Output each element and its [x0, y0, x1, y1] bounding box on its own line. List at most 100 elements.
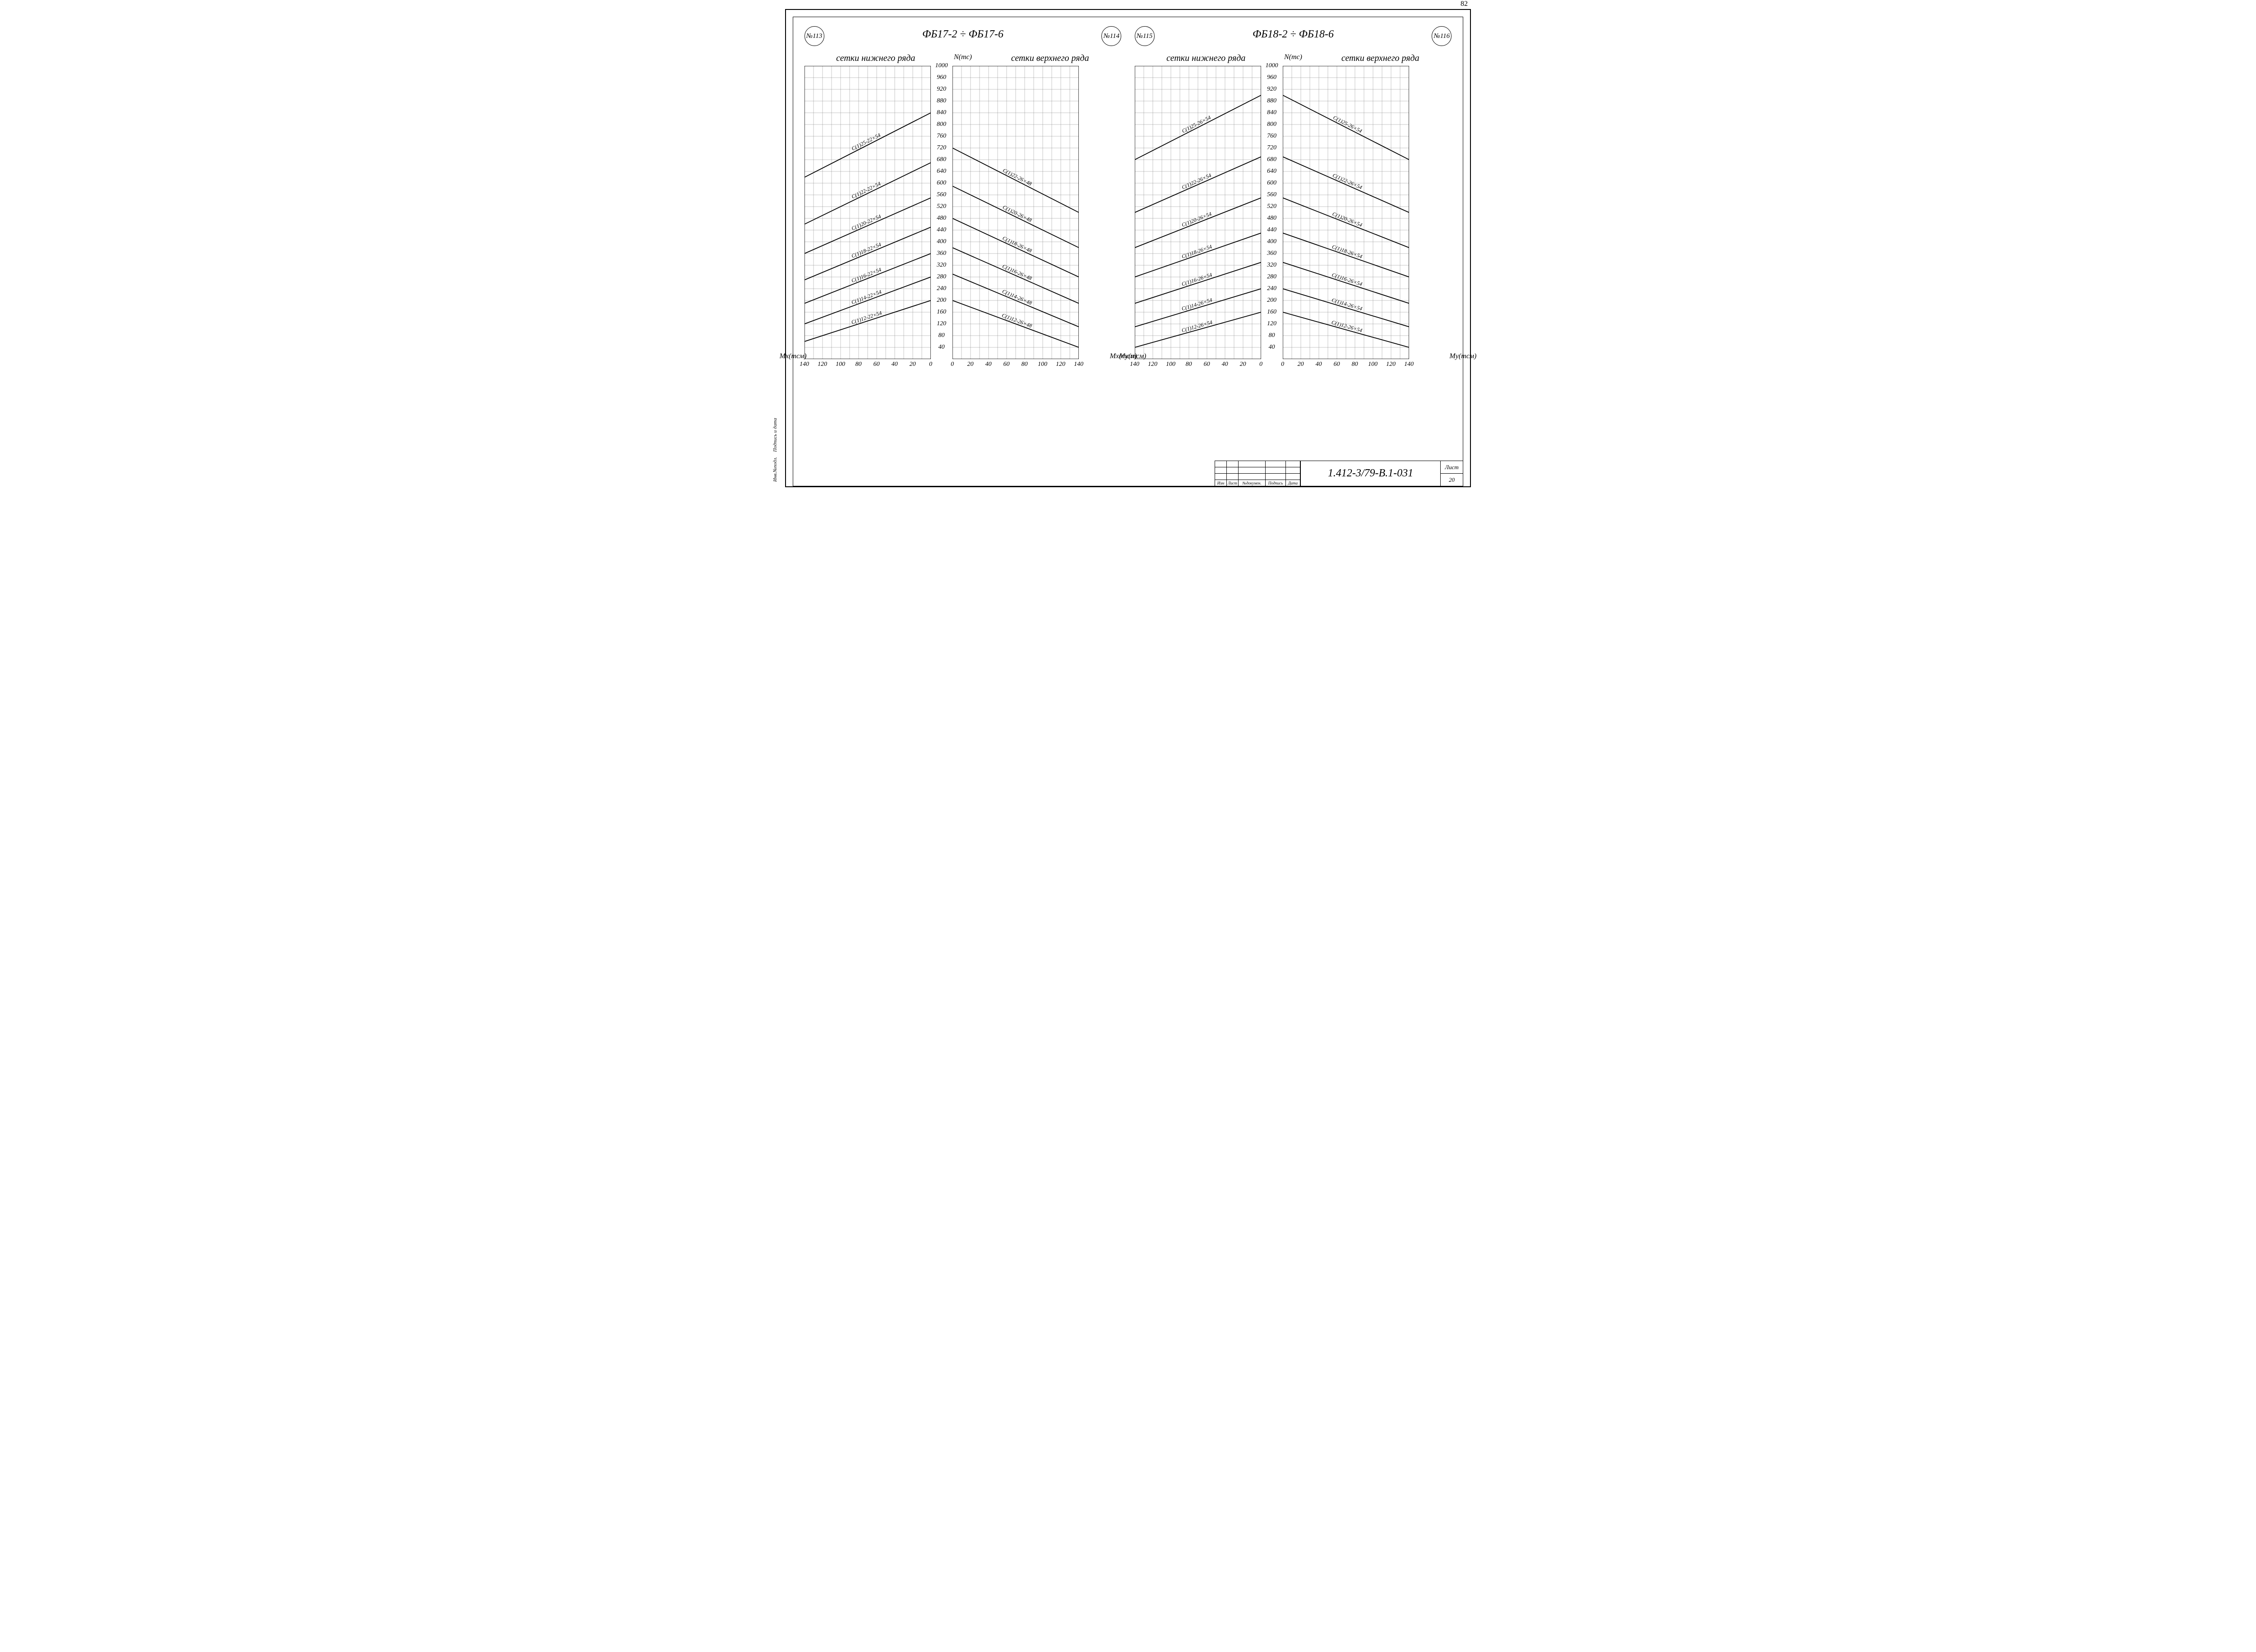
x-tick: 60: [1334, 361, 1340, 368]
x-tick: 0: [951, 361, 954, 368]
x-tick: 0: [1259, 361, 1262, 368]
x-tick: 60: [874, 361, 880, 368]
y-tick: 160: [1261, 309, 1283, 316]
y-tick: 80: [931, 332, 952, 339]
subtitle-row: сетки нижнего рядаN(тс)сетки верхнего ря…: [804, 53, 1122, 64]
x-tick: 120: [1056, 361, 1065, 368]
left-panel-subtitle: сетки нижнего ряда: [1135, 53, 1277, 64]
x-tick: 20: [967, 361, 974, 368]
x-tick: 60: [1003, 361, 1010, 368]
y-tick: 40: [931, 344, 952, 351]
curve-label: С(1)18-22×54: [851, 241, 882, 259]
y-axis-ticks: 4080120160200240280320360400440480520560…: [1261, 66, 1283, 359]
group-title: ФБ17-2 ÷ ФБ17-6: [922, 28, 1003, 41]
revision-table: Изм Лист №докумен. Подпись Дата: [1215, 461, 1300, 486]
binding-margin-text: Инв.№подл. Подпись и дата: [772, 418, 778, 482]
x-tick: 60: [1204, 361, 1210, 368]
y-tick: 240: [931, 285, 952, 292]
right-panel: С(1)12-26×54С(1)14-26×54С(1)16-26×54С(1)…: [1283, 66, 1409, 359]
y-tick: 880: [931, 97, 952, 105]
x-tick: 80: [1022, 361, 1028, 368]
panels-row: С(1)12-22×54С(1)14-22×54С(1)16-22×54С(1)…: [804, 66, 1122, 359]
y-tick: 360: [1261, 250, 1283, 257]
curve-label: С(1)22-26×48: [1002, 167, 1033, 187]
y-tick: 960: [1261, 74, 1283, 81]
subtitle-row: сетки нижнего рядаN(тс)сетки верхнего ря…: [1135, 53, 1452, 64]
x-tick: 0: [929, 361, 932, 368]
y-tick: 560: [1261, 191, 1283, 198]
y-tick: 960: [931, 74, 952, 81]
title-block: Изм Лист №докумен. Подпись Дата 1.412-3/…: [1215, 461, 1463, 486]
y-tick: 200: [1261, 297, 1283, 304]
x-axis-ticks: 140120100806040200020406080100120140: [804, 361, 1079, 370]
y-tick: 760: [1261, 133, 1283, 140]
curve-label: С(1)25-26×54: [1332, 114, 1363, 134]
y-axis-label: N(тс): [954, 53, 972, 64]
y-tick: 760: [931, 133, 952, 140]
x-tick: 40: [985, 361, 992, 368]
y-tick: 360: [931, 250, 952, 257]
curve-label: С(1)14-26×48: [1001, 288, 1033, 306]
y-tick: 680: [931, 156, 952, 163]
y-tick: 280: [1261, 273, 1283, 281]
left-panel: С(1)12-22×54С(1)14-22×54С(1)16-22×54С(1)…: [804, 66, 931, 359]
y-tick: 240: [1261, 285, 1283, 292]
chart-panel: С(1)12-22×54С(1)14-22×54С(1)16-22×54С(1)…: [804, 66, 931, 359]
curve-label: С(1)20-22×54: [851, 213, 882, 231]
x-tick: 80: [1186, 361, 1192, 368]
y-tick: 800: [1261, 121, 1283, 128]
panels-row: С(1)12-26×54С(1)14-26×54С(1)16-26×54С(1)…: [1135, 66, 1452, 359]
y-tick: 600: [1261, 180, 1283, 187]
chart-number-badge: №115: [1135, 26, 1155, 46]
y-tick: 480: [931, 215, 952, 222]
inner-frame: №113ФБ17-2 ÷ ФБ17-6№114сетки нижнего ряд…: [793, 17, 1463, 486]
y-tick: 80: [1261, 332, 1283, 339]
y-tick: 920: [1261, 86, 1283, 93]
curve-label: С(1)12-26×54: [1181, 319, 1213, 333]
drawing-sheet: 82 Инв.№подл. Подпись и дата №113ФБ17-2 …: [785, 9, 1471, 487]
y-tick: 520: [931, 203, 952, 210]
y-axis-ticks: 4080120160200240280320360400440480520560…: [931, 66, 952, 359]
y-tick: 160: [931, 309, 952, 316]
curve-label: С(1)22-26×54: [1331, 172, 1363, 190]
curve-label: С(1)25-26×54: [1181, 114, 1212, 134]
y-tick: 1000: [1261, 62, 1283, 69]
y-tick: 40: [1261, 344, 1283, 351]
chart-panel: С(1)12-26×54С(1)14-26×54С(1)16-26×54С(1)…: [1283, 66, 1409, 359]
y-tick: 800: [931, 121, 952, 128]
group-header: №115 ФБ18-2 ÷ ФБ18-6 №116: [1135, 26, 1452, 53]
x-axis-left-label: Mx(тсм): [1110, 352, 1137, 360]
x-tick: 140: [1074, 361, 1083, 368]
charts-area: №113ФБ17-2 ÷ ФБ17-6№114сетки нижнего ряд…: [793, 17, 1463, 370]
x-tick: 80: [1352, 361, 1358, 368]
y-tick: 880: [1261, 97, 1283, 105]
y-tick: 400: [931, 238, 952, 245]
x-tick: 140: [1130, 361, 1139, 368]
x-axis-ticks: 140120100806040200020406080100120140: [1135, 361, 1409, 370]
y-tick: 720: [931, 144, 952, 152]
y-tick: 1000: [931, 62, 952, 69]
y-tick: 440: [931, 226, 952, 234]
y-tick: 520: [1261, 203, 1283, 210]
x-tick: 140: [1404, 361, 1414, 368]
y-tick: 640: [1261, 168, 1283, 175]
y-tick: 560: [931, 191, 952, 198]
y-tick: 720: [1261, 144, 1283, 152]
chart-number-badge: №116: [1432, 26, 1452, 46]
page-number: 82: [1461, 0, 1468, 8]
y-tick: 440: [1261, 226, 1283, 234]
y-tick: 840: [1261, 109, 1283, 116]
curve-label: С(1)20-26×48: [1002, 204, 1033, 223]
y-tick: 200: [931, 297, 952, 304]
y-tick: 920: [931, 86, 952, 93]
y-tick: 320: [931, 262, 952, 269]
x-axis-left-label: Mx(тсм): [780, 352, 807, 360]
curve-label: С(1)22-26×54: [1181, 172, 1212, 190]
group-title: ФБ18-2 ÷ ФБ18-6: [1253, 28, 1334, 41]
x-tick: 140: [800, 361, 809, 368]
curve-label: С(1)22-22×54: [851, 180, 882, 200]
x-tick: 120: [1386, 361, 1396, 368]
x-tick: 100: [1166, 361, 1175, 368]
y-tick: 120: [1261, 320, 1283, 328]
chart-group: №115 ФБ18-2 ÷ ФБ18-6 №116 сетки нижнего ряд…: [1135, 26, 1452, 370]
